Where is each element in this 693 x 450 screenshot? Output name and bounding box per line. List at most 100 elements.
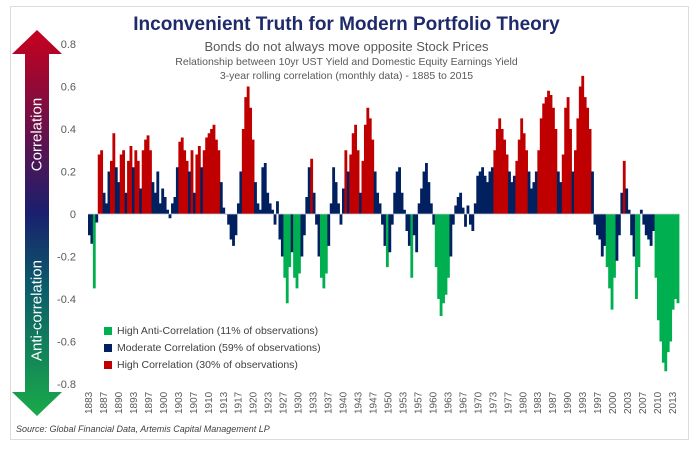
correlation-bar bbox=[549, 95, 553, 214]
correlation-bar bbox=[559, 182, 563, 214]
correlation-bar bbox=[283, 214, 287, 278]
correlation-bar bbox=[573, 150, 577, 214]
correlation-bar bbox=[532, 182, 536, 214]
correlation-bar bbox=[556, 171, 560, 214]
correlation-bar bbox=[649, 214, 653, 246]
anti-correlation-arrow-label: Anti-correlation bbox=[28, 260, 46, 361]
correlation-bar bbox=[298, 214, 301, 274]
correlation-bar bbox=[420, 188, 423, 214]
correlation-bar bbox=[500, 129, 504, 214]
correlation-bar bbox=[625, 188, 629, 214]
correlation-bar bbox=[254, 182, 257, 214]
correlation-bar bbox=[644, 214, 648, 236]
x-tick-label: 2000 bbox=[608, 391, 619, 414]
correlation-bar bbox=[171, 203, 174, 214]
correlation-bar bbox=[659, 214, 663, 342]
correlation-bar bbox=[105, 203, 108, 214]
correlation-bar bbox=[395, 171, 399, 214]
x-tick-label: 1997 bbox=[593, 391, 604, 414]
correlation-bar bbox=[456, 197, 460, 214]
correlation-bar bbox=[156, 171, 160, 214]
correlation-bar bbox=[178, 141, 182, 214]
x-tick-label: 1937 bbox=[324, 391, 335, 414]
x-tick-label: 1983 bbox=[533, 391, 544, 414]
correlation-bar bbox=[547, 90, 550, 214]
correlation-bar bbox=[613, 214, 616, 278]
correlation-bar bbox=[107, 171, 111, 214]
correlation-bar bbox=[539, 118, 543, 214]
correlation-bar bbox=[669, 214, 673, 342]
correlation-bar bbox=[158, 203, 162, 214]
correlation-bar bbox=[346, 171, 350, 214]
correlation-bar bbox=[266, 192, 270, 214]
correlation-bar bbox=[278, 214, 282, 240]
y-tick-label: 0.4 bbox=[61, 124, 76, 136]
correlation-bar bbox=[320, 214, 323, 278]
correlation-bar bbox=[356, 150, 360, 214]
correlation-bar bbox=[232, 214, 235, 246]
correlation-bar bbox=[312, 192, 316, 214]
x-tick-label: 1950 bbox=[384, 391, 395, 414]
legend-item-high-correlation: High Correlation (30% of observations) bbox=[104, 356, 321, 373]
x-tick-label: 1987 bbox=[548, 391, 559, 414]
correlation-bar bbox=[520, 118, 524, 214]
correlation-bar bbox=[197, 146, 201, 214]
chart-frame bbox=[10, 6, 689, 440]
correlation-bar bbox=[210, 129, 213, 214]
correlation-bar bbox=[674, 214, 677, 299]
correlation-bar bbox=[190, 150, 194, 214]
correlation-bar bbox=[229, 214, 233, 240]
correlation-bar bbox=[661, 214, 665, 363]
x-tick-label: 1947 bbox=[369, 391, 380, 414]
correlation-bar bbox=[407, 214, 411, 246]
correlation-bar bbox=[447, 214, 450, 278]
correlation-bar bbox=[337, 203, 340, 214]
correlation-bar bbox=[498, 118, 502, 214]
correlation-bar bbox=[635, 214, 638, 299]
correlation-bar bbox=[566, 97, 570, 214]
correlation-bar bbox=[202, 150, 206, 214]
correlation-bar bbox=[354, 124, 358, 214]
correlation-bar bbox=[512, 175, 516, 214]
correlation-bar bbox=[122, 150, 126, 214]
correlation-bar bbox=[454, 205, 458, 214]
x-tick-label: 1923 bbox=[264, 391, 275, 414]
x-tick-label: 1993 bbox=[578, 391, 589, 414]
correlation-bar bbox=[241, 129, 245, 214]
correlation-bar bbox=[373, 171, 377, 214]
chart-subtitle-3: 3-year rolling correlation (monthly data… bbox=[219, 70, 474, 82]
anti-correlation-down-arrow-icon bbox=[12, 213, 62, 416]
correlation-bar bbox=[588, 129, 592, 214]
correlation-bar bbox=[388, 214, 392, 253]
x-tick-label: 2013 bbox=[668, 391, 679, 414]
x-tick-label: 1970 bbox=[473, 391, 484, 414]
correlation-bar bbox=[432, 214, 436, 225]
x-tick-label: 1900 bbox=[159, 391, 170, 414]
x-tick-label: 1883 bbox=[84, 391, 95, 414]
correlation-bar bbox=[510, 182, 514, 214]
correlation-bar bbox=[322, 214, 326, 289]
correlation-bar bbox=[95, 214, 99, 223]
correlation-bar bbox=[534, 171, 538, 214]
correlation-bar bbox=[608, 214, 612, 289]
correlation-bar bbox=[571, 171, 575, 214]
correlation-bar bbox=[605, 214, 609, 268]
correlation-bar bbox=[109, 160, 113, 214]
correlation-bar bbox=[295, 214, 299, 289]
correlation-bar bbox=[415, 214, 419, 253]
correlation-bar bbox=[412, 214, 416, 236]
correlation-bar bbox=[315, 214, 318, 225]
correlation-bar bbox=[610, 214, 614, 310]
legend-item-moderate-correlation: Moderate Correlation (59% of observation… bbox=[104, 339, 321, 356]
correlation-bar bbox=[478, 171, 482, 214]
correlation-bar bbox=[214, 139, 218, 214]
correlation-up-arrow-icon bbox=[12, 30, 62, 213]
correlation-bar bbox=[627, 209, 631, 214]
legend-label: High Correlation (30% of observations) bbox=[117, 358, 298, 371]
correlation-bar bbox=[227, 214, 231, 225]
correlation-bar bbox=[383, 214, 387, 246]
correlation-bar bbox=[508, 171, 511, 214]
correlation-bar bbox=[124, 192, 128, 214]
chart-legend: High Anti-Correlation (11% of observatio… bbox=[104, 322, 321, 373]
